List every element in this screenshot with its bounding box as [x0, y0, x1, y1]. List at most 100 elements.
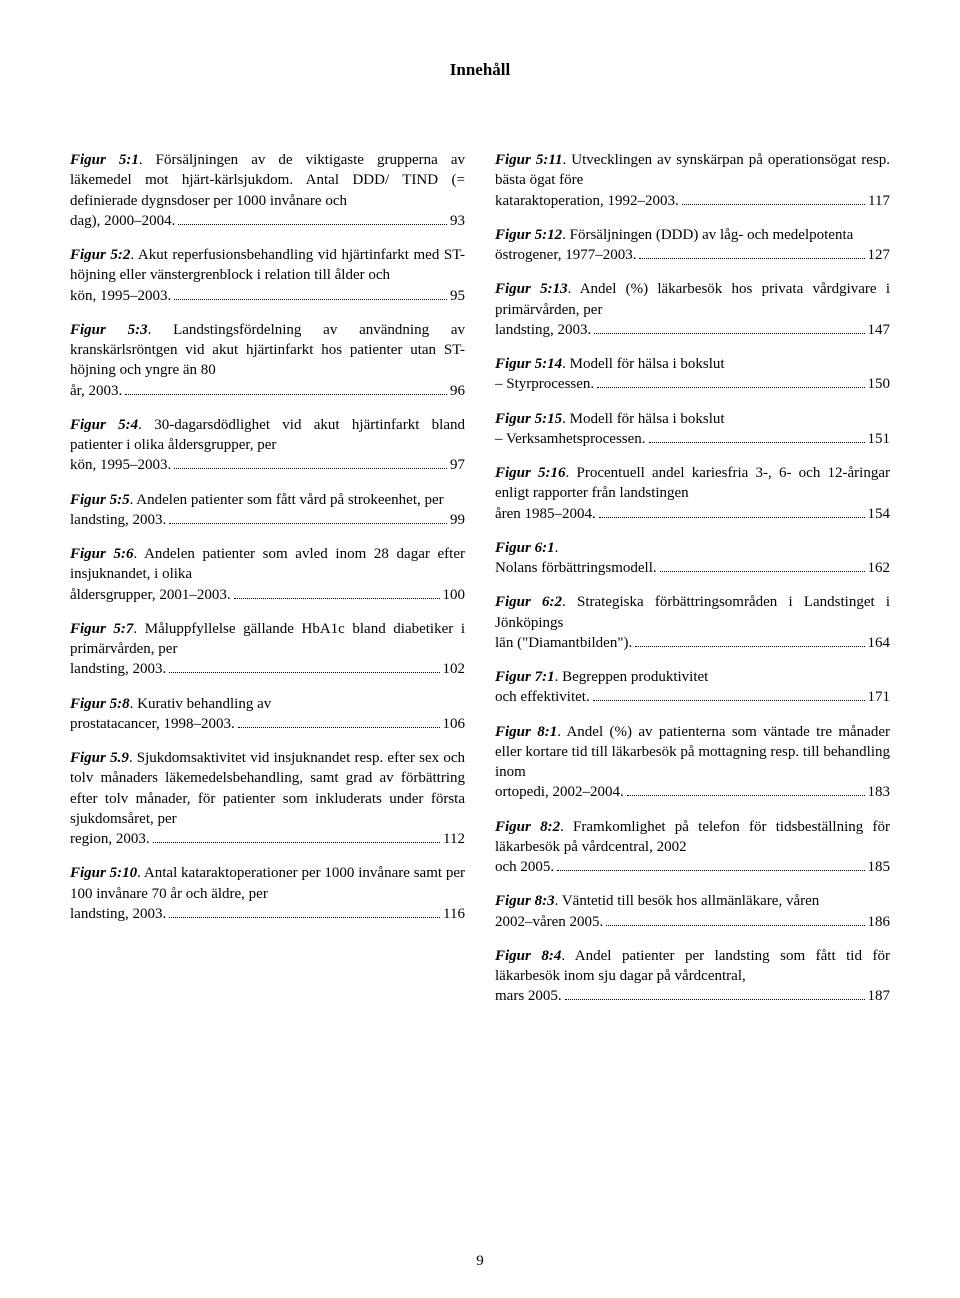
- toc-entry: Figur 5:16. Procentuell andel kariesfria…: [495, 463, 890, 524]
- figure-label: Figur 5:15: [495, 411, 562, 427]
- toc-leader-line: dag), 2000–2004.93: [70, 211, 465, 231]
- figure-description-tail: dag), 2000–2004.: [70, 211, 175, 231]
- toc-leader-line: landsting, 2003. 102: [70, 659, 465, 679]
- toc-entry: Figur 8:4. Andel patienter per landsting…: [495, 946, 890, 1007]
- toc-entry: Figur 5:4. 30-dagarsdödlighet vid akut h…: [70, 415, 465, 476]
- toc-entry: Figur 5:10. Antal kataraktoperationer pe…: [70, 863, 465, 924]
- toc-leader-line: region, 2003.112: [70, 829, 465, 849]
- toc-leader-line: östrogener, 1977–2003. 127: [495, 245, 890, 265]
- figure-label: Figur 5:12: [495, 227, 562, 243]
- toc-page-number: 116: [443, 904, 465, 924]
- toc-page-number: 96: [450, 381, 465, 401]
- toc-leader-line: åldersgrupper, 2001–2003.100: [70, 585, 465, 605]
- toc-leader-line: år, 2003. 96: [70, 381, 465, 401]
- figure-label: Figur 8:3: [495, 893, 555, 909]
- dot-leader: [169, 672, 439, 673]
- figure-label: Figur 7:1: [495, 669, 555, 685]
- dot-leader: [594, 333, 864, 334]
- figure-label: Figur 8:1: [495, 724, 557, 740]
- figure-description-tail: ortopedi, 2002–2004.: [495, 782, 624, 802]
- toc-entry: Figur 8:2. Framkomlighet på telefon för …: [495, 817, 890, 878]
- figure-label: Figur 8:4: [495, 948, 561, 964]
- figure-description: . Kurativ behandling av: [130, 696, 272, 712]
- toc-leader-line: – Styrprocessen. 150: [495, 374, 890, 394]
- figure-description-tail: kön, 1995–2003.: [70, 286, 171, 306]
- figure-label: Figur 5:2: [70, 247, 130, 263]
- toc-leader-line: och effektivitet.171: [495, 687, 890, 707]
- figure-description-tail: kataraktoperation, 1992–2003.: [495, 191, 679, 211]
- figure-description-tail: landsting, 2003.: [70, 659, 166, 679]
- toc-leader-line: län ("Diamantbilden").164: [495, 633, 890, 653]
- figure-description: . Väntetid till besök hos allmänläkare, …: [555, 893, 820, 909]
- toc-page-number: 147: [868, 320, 891, 340]
- toc-page-number: 150: [868, 374, 891, 394]
- dot-leader: [153, 842, 440, 843]
- toc-entry: Figur 5:1. Försäljningen av de viktigast…: [70, 150, 465, 231]
- page-header: Innehåll: [70, 60, 890, 80]
- figure-description-tail: – Verksamhetsprocessen.: [495, 429, 646, 449]
- figure-description-tail: år, 2003.: [70, 381, 122, 401]
- toc-leader-line: – Verksamhetsprocessen. 151: [495, 429, 890, 449]
- toc-leader-line: kön, 1995–2003.97: [70, 455, 465, 475]
- toc-entry: Figur 5.9. Sjukdomsaktivitet vid insjukn…: [70, 748, 465, 849]
- figure-label: Figur 6:1: [495, 540, 555, 556]
- toc-entry: Figur 5:8. Kurativ behandling avprostata…: [70, 694, 465, 735]
- toc-page-number: 99: [450, 510, 465, 530]
- dot-leader: [125, 394, 447, 395]
- toc-entry: Figur 6:2. Strategiska förbättringsområd…: [495, 592, 890, 653]
- figure-description-tail: 2002–våren 2005.: [495, 912, 603, 932]
- toc-page-number: 127: [868, 245, 891, 265]
- toc-entry: Figur 5:14. Modell för hälsa i bokslut– …: [495, 354, 890, 395]
- toc-entry: Figur 5:13. Andel (%) läkarbesök hos pri…: [495, 279, 890, 340]
- toc-page-number: 183: [868, 782, 891, 802]
- toc-entry: Figur 8:1. Andel (%) av patienterna som …: [495, 722, 890, 803]
- dot-leader: [238, 727, 440, 728]
- figure-label: Figur 5:4: [70, 417, 138, 433]
- dot-leader: [178, 224, 447, 225]
- dot-leader: [557, 870, 864, 871]
- toc-page-number: 162: [868, 558, 891, 578]
- toc-leader-line: mars 2005.187: [495, 986, 890, 1006]
- toc-page-number: 171: [868, 687, 891, 707]
- figure-description-tail: och 2005.: [495, 857, 554, 877]
- dot-leader: [682, 204, 865, 205]
- figure-description-tail: landsting, 2003.: [495, 320, 591, 340]
- toc-leader-line: kön, 1995–2003.95: [70, 286, 465, 306]
- toc-entry: Figur 5:3. Landstingsfördelning av använ…: [70, 320, 465, 401]
- dot-leader: [174, 299, 447, 300]
- figure-description: . Modell för hälsa i bokslut: [562, 411, 724, 427]
- dot-leader: [639, 258, 864, 259]
- toc-page-number: 186: [868, 912, 891, 932]
- toc-entry: Figur 6:1.Nolans förbättringsmodell.162: [495, 538, 890, 579]
- dot-leader: [593, 700, 865, 701]
- figure-description-tail: östrogener, 1977–2003.: [495, 245, 636, 265]
- figure-description-tail: – Styrprocessen.: [495, 374, 594, 394]
- dot-leader: [627, 795, 865, 796]
- right-column: Figur 5:11. Utvecklingen av synskärpan p…: [495, 150, 890, 1021]
- toc-leader-line: och 2005.185: [495, 857, 890, 877]
- dot-leader: [174, 468, 447, 469]
- toc-leader-line: Nolans förbättringsmodell.162: [495, 558, 890, 578]
- figure-description: . Andelen patienter som fått vård på str…: [130, 492, 444, 508]
- toc-page-number: 102: [443, 659, 466, 679]
- dot-leader: [660, 571, 865, 572]
- dot-leader: [169, 917, 440, 918]
- toc-page-number: 164: [868, 633, 891, 653]
- toc-entry: Figur 5:2. Akut reperfusionsbehandling v…: [70, 245, 465, 306]
- toc-leader-line: landsting, 2003. 99: [70, 510, 465, 530]
- figure-description: . Sjukdomsaktivitet vid insjuknandet res…: [70, 750, 465, 827]
- toc-page-number: 151: [868, 429, 891, 449]
- toc-page-number: 112: [443, 829, 465, 849]
- figure-label: Figur 5:6: [70, 546, 134, 562]
- figure-label: Figur 5:11: [495, 152, 563, 168]
- dot-leader: [599, 517, 865, 518]
- toc-leader-line: kataraktoperation, 1992–2003.117: [495, 191, 890, 211]
- toc-leader-line: prostatacancer, 1998–2003.106: [70, 714, 465, 734]
- figure-label: Figur 5:1: [70, 152, 139, 168]
- figure-label: Figur 8:2: [495, 819, 560, 835]
- toc-page-number: 97: [450, 455, 465, 475]
- toc-page-number: 187: [868, 986, 891, 1006]
- figure-description-tail: landsting, 2003.: [70, 904, 166, 924]
- figure-description-tail: åldersgrupper, 2001–2003.: [70, 585, 231, 605]
- figure-description-tail: landsting, 2003.: [70, 510, 166, 530]
